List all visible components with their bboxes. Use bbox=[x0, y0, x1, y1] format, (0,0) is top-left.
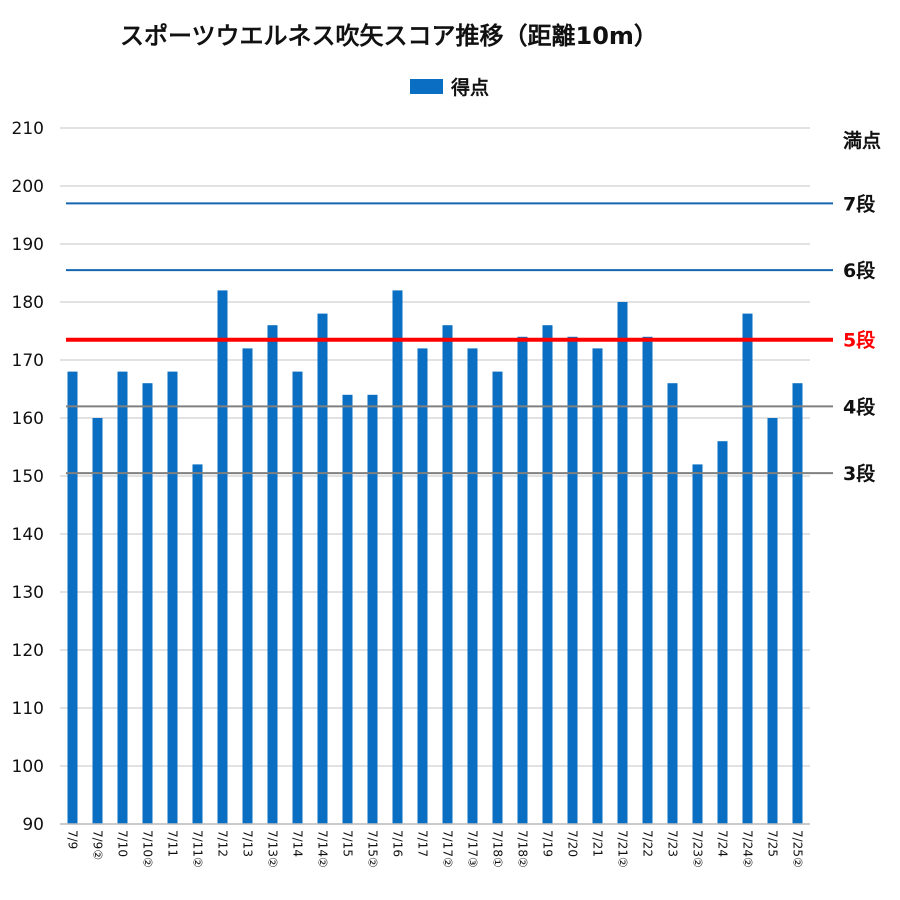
bar bbox=[792, 383, 803, 824]
x-tick-label: 7/17② bbox=[441, 830, 455, 868]
bar bbox=[717, 441, 728, 824]
y-tick-label: 150 bbox=[12, 467, 44, 487]
chart-title: スポーツウエルネス吹矢スコア推移（距離10m） bbox=[120, 22, 658, 50]
bar bbox=[492, 371, 503, 824]
x-tick-label: 7/19 bbox=[541, 830, 555, 857]
bar bbox=[617, 302, 628, 824]
bar bbox=[392, 290, 403, 824]
x-tick-label: 7/14 bbox=[291, 830, 305, 857]
bar bbox=[417, 348, 428, 824]
y-tick-label: 110 bbox=[12, 699, 44, 719]
y-tick-label: 100 bbox=[12, 757, 44, 777]
x-tick-label: 7/9 bbox=[66, 830, 80, 849]
bar bbox=[567, 336, 578, 824]
bars bbox=[67, 290, 803, 824]
bar bbox=[442, 325, 453, 824]
legend-label: 得点 bbox=[450, 76, 489, 99]
gridlines bbox=[60, 127, 810, 825]
bar bbox=[467, 348, 478, 824]
x-tick-label: 7/13② bbox=[266, 830, 280, 868]
x-tick-label: 7/25 bbox=[766, 830, 780, 857]
bar bbox=[692, 464, 703, 824]
x-tick-label: 7/12 bbox=[216, 830, 230, 857]
x-tick-label: 7/23 bbox=[666, 830, 680, 857]
bar bbox=[542, 325, 553, 824]
legend: 得点 bbox=[410, 76, 489, 99]
bar bbox=[292, 371, 303, 824]
y-tick-label: 190 bbox=[12, 235, 44, 255]
bar bbox=[167, 371, 178, 824]
x-tick-label: 7/24② bbox=[741, 830, 755, 868]
y-tick-label: 120 bbox=[12, 641, 44, 661]
x-tick-label: 7/9② bbox=[91, 830, 105, 860]
x-tick-label: 7/18② bbox=[516, 830, 530, 868]
x-tick-label: 7/10② bbox=[141, 830, 155, 868]
bar bbox=[217, 290, 228, 824]
x-tick-label: 7/14② bbox=[316, 830, 330, 868]
y-tick-label: 140 bbox=[12, 525, 44, 545]
x-tick-label: 7/21② bbox=[616, 830, 630, 868]
x-tick-label: 7/17③ bbox=[466, 830, 480, 868]
bar bbox=[517, 336, 528, 824]
x-tick-label: 7/11② bbox=[191, 830, 205, 868]
reference-label: 3段 bbox=[843, 462, 876, 485]
x-tick-label: 7/13 bbox=[241, 830, 255, 857]
reference-label: 4段 bbox=[843, 395, 876, 418]
bar bbox=[192, 464, 203, 824]
x-tick-label: 7/22 bbox=[641, 830, 655, 857]
y-axis: 90 100 110 120 130 140 150 160 170 180 190 200 210 bbox=[12, 119, 44, 835]
y-tick-label: 180 bbox=[12, 293, 44, 313]
bar bbox=[117, 371, 128, 824]
x-tick-label: 7/16 bbox=[391, 830, 405, 857]
bar bbox=[67, 371, 78, 824]
x-tick-label: 7/25② bbox=[791, 830, 805, 868]
x-tick-label: 7/24 bbox=[716, 830, 730, 857]
reference-lines: 満点 7段 6段 5段 4段 3段 bbox=[66, 130, 881, 485]
x-tick-label: 7/21 bbox=[591, 830, 605, 857]
bar bbox=[242, 348, 253, 824]
y-tick-label: 210 bbox=[12, 119, 44, 139]
x-tick-label: 7/23② bbox=[691, 830, 705, 868]
x-tick-label: 7/15② bbox=[366, 830, 380, 868]
reference-label: 7段 bbox=[843, 192, 876, 215]
bar bbox=[742, 313, 753, 824]
reference-label: 6段 bbox=[843, 259, 876, 282]
x-tick-label: 7/17 bbox=[416, 830, 430, 857]
bar bbox=[667, 383, 678, 824]
x-tick-label: 7/20 bbox=[566, 830, 580, 857]
y-tick-label: 160 bbox=[12, 409, 44, 429]
bar bbox=[142, 383, 153, 824]
bar bbox=[267, 325, 278, 824]
bar bbox=[642, 336, 653, 824]
y-tick-label: 90 bbox=[22, 815, 44, 835]
x-tick-label: 7/10 bbox=[116, 830, 130, 857]
bar bbox=[367, 394, 378, 824]
x-tick-label: 7/15 bbox=[341, 830, 355, 857]
y-tick-label: 130 bbox=[12, 583, 44, 603]
bar bbox=[592, 348, 603, 824]
bar bbox=[342, 394, 353, 824]
x-axis: 7/9 7/9② 7/10 7/10② 7/11 7/11② 7/12 7/13 7/13② 7/… bbox=[60, 823, 810, 868]
x-tick-label: 7/11 bbox=[166, 830, 180, 857]
bar bbox=[767, 418, 778, 824]
y-tick-label: 170 bbox=[12, 351, 44, 371]
bar bbox=[92, 418, 103, 824]
legend-swatch bbox=[410, 79, 443, 94]
x-tick-label: 7/18① bbox=[491, 830, 505, 868]
reference-label: 満点 bbox=[843, 130, 881, 152]
bar bbox=[317, 313, 328, 824]
reference-label: 5段 bbox=[843, 329, 876, 352]
y-tick-label: 200 bbox=[12, 177, 44, 197]
